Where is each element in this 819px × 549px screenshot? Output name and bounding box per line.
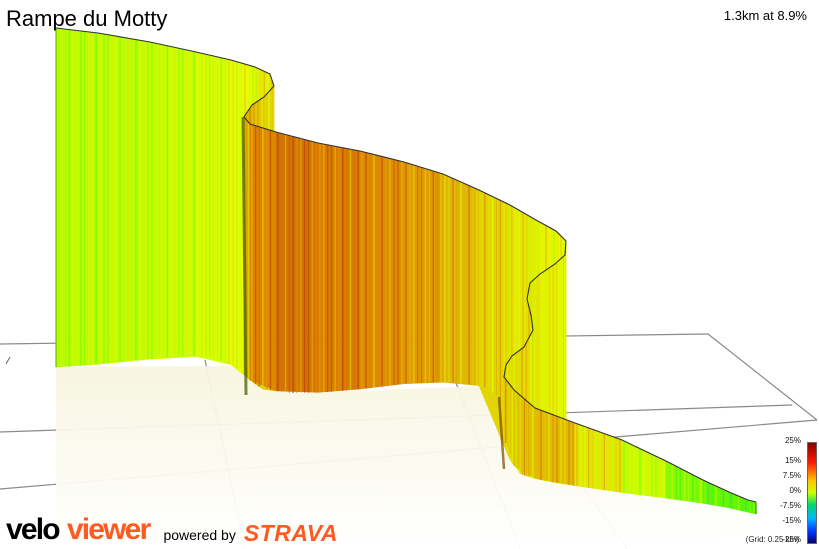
legend-tick-7-5: 7.5%: [782, 471, 801, 480]
legend-tick-15: 15%: [784, 456, 801, 465]
gradient-ribbon: [55, 27, 757, 515]
grid-line: [707, 333, 818, 421]
segment-summary: 1.3km at 8.9%: [723, 8, 807, 23]
gradient-color-scale: [807, 442, 817, 544]
brand-footer: velo viewer powered by STRAVA: [6, 513, 338, 546]
veloviewer-logo-velo: velo: [6, 513, 61, 546]
grid-size-note: (Grid: 0.25 km): [745, 535, 799, 544]
gradient-ribbon-segment: [149, 41, 197, 360]
legend-tick-0: 0%: [789, 486, 801, 495]
ground-shadow-shape: [56, 366, 760, 548]
legend-tick-25: 25%: [784, 436, 801, 445]
segment-title: Rampe du Motty: [6, 6, 168, 31]
ribbon-outline: [5, 27, 757, 514]
gradient-legend: 25% 15% 7.5% 0% -7.5% -15% -25%: [724, 434, 817, 548]
origin-marker: [5, 356, 11, 365]
ribbon-inner-fold-edge: [497, 396, 506, 470]
gradient-ribbon-segment: [574, 422, 623, 493]
veloviewer-logo-viewer: viewer: [66, 513, 151, 546]
ribbon-fold-edge: [241, 116, 248, 396]
legend-tick-minus-15: -15%: [782, 516, 801, 525]
legend-tick-minus-7-5: -7.5%: [780, 501, 801, 510]
strava-logo: STRAVA: [243, 520, 338, 546]
ground-shadow: [56, 366, 760, 548]
ribbon-top-edge: [55, 27, 757, 503]
powered-by-label: powered by: [163, 527, 236, 543]
legend-tick-minus-25: -25%: [782, 535, 801, 544]
